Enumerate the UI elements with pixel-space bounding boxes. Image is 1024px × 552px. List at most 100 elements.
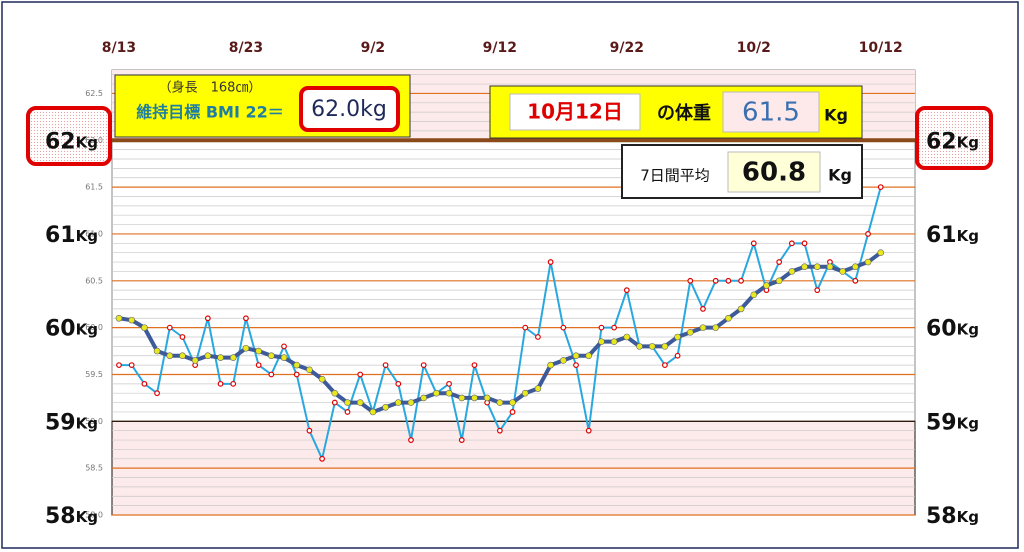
- point: [801, 263, 808, 271]
- point: [230, 380, 237, 387]
- point: [839, 268, 846, 275]
- point: [598, 324, 605, 331]
- point: [496, 427, 503, 434]
- point: [521, 389, 529, 397]
- point: [141, 380, 148, 387]
- big-y-label-right: 61Kg: [926, 223, 979, 248]
- point: [598, 338, 605, 345]
- right-highlight: [915, 106, 993, 170]
- point: [204, 352, 212, 360]
- x-tick-label: 8/23: [229, 40, 263, 56]
- point: [699, 324, 707, 331]
- point: [877, 249, 885, 256]
- point: [458, 437, 465, 443]
- point: [293, 361, 301, 369]
- point: [433, 389, 440, 397]
- point: [471, 362, 478, 369]
- big-y-number: 60: [926, 317, 957, 342]
- point: [509, 399, 516, 406]
- big-y-label-left: 60Kg: [45, 317, 98, 342]
- point: [788, 240, 795, 247]
- big-y-unit: Kg: [76, 508, 98, 526]
- point: [865, 231, 871, 237]
- big-y-unit: Kg: [76, 414, 98, 432]
- height: （身長 168㎝）: [159, 80, 262, 96]
- point: [306, 366, 313, 374]
- point: [166, 324, 173, 331]
- point: [483, 394, 491, 402]
- point: [268, 371, 275, 378]
- date-box: [509, 93, 641, 131]
- x-tick-label: 10/2: [737, 40, 771, 56]
- big-y-number: 61: [926, 223, 957, 248]
- y-tick-label: 62.0: [85, 136, 103, 145]
- point: [788, 268, 796, 275]
- weight-value-box: [722, 91, 820, 133]
- big-y-number: 58: [45, 504, 76, 529]
- point: [775, 277, 783, 285]
- point: [255, 362, 262, 369]
- y-tick-label: 60.5: [85, 276, 103, 285]
- average-unit: Kg: [828, 166, 852, 185]
- point: [725, 314, 732, 322]
- point: [331, 389, 339, 397]
- big-y-label-right: 60Kg: [926, 317, 979, 342]
- x-tick-label: 10/12: [859, 40, 903, 56]
- point: [128, 316, 135, 324]
- big-y-label-right: 62Kg: [926, 129, 979, 154]
- point: [700, 305, 706, 312]
- target-label: 維持目標 BMI 22＝: [136, 103, 283, 122]
- point: [674, 333, 681, 341]
- point: [344, 399, 351, 406]
- point: [382, 362, 389, 369]
- big-y-number: 59: [926, 410, 957, 435]
- point: [826, 263, 834, 271]
- point: [255, 347, 262, 355]
- point: [141, 324, 148, 331]
- x-tick-label: 9/12: [483, 40, 517, 56]
- point: [750, 240, 757, 247]
- point: [382, 403, 389, 411]
- point: [166, 352, 174, 360]
- point: [496, 399, 504, 406]
- big-y-number: 62: [926, 129, 957, 154]
- big-y-number: 60: [45, 317, 76, 342]
- big-y-unit: Kg: [957, 226, 979, 244]
- point: [407, 399, 415, 406]
- point: [737, 305, 745, 313]
- point: [610, 338, 618, 345]
- point: [445, 389, 453, 397]
- y-tick-label: 60.0: [85, 323, 103, 332]
- point: [776, 259, 783, 265]
- point: [217, 354, 224, 361]
- point: [356, 399, 364, 406]
- point: [547, 259, 554, 265]
- big-y-unit: Kg: [957, 414, 979, 432]
- point: [547, 361, 554, 369]
- y-tick-label: 61.5: [85, 183, 103, 192]
- point: [687, 277, 694, 284]
- point: [534, 385, 542, 392]
- weight-label: の体重: [657, 102, 711, 124]
- big-y-label-left: 58Kg: [45, 504, 98, 529]
- point: [458, 394, 466, 402]
- point: [623, 287, 630, 294]
- big-y-label-right: 58Kg: [926, 504, 979, 529]
- y-tick-label: 61.0: [85, 229, 103, 238]
- point: [573, 362, 579, 369]
- y-tick-label: 58.0: [85, 511, 103, 520]
- big-y-label-left: 59Kg: [45, 410, 98, 435]
- point: [535, 334, 541, 340]
- big-y-unit: Kg: [76, 320, 98, 338]
- point: [128, 362, 135, 369]
- y-tick-label: 62.5: [85, 89, 103, 98]
- point: [394, 399, 402, 406]
- point: [877, 184, 884, 191]
- big-y-label-right: 59Kg: [926, 410, 979, 435]
- left-highlight: [26, 106, 112, 166]
- point: [814, 287, 821, 294]
- point: [636, 343, 643, 350]
- x-tick-label: 8/13: [102, 40, 136, 56]
- average-value-box: [727, 151, 821, 193]
